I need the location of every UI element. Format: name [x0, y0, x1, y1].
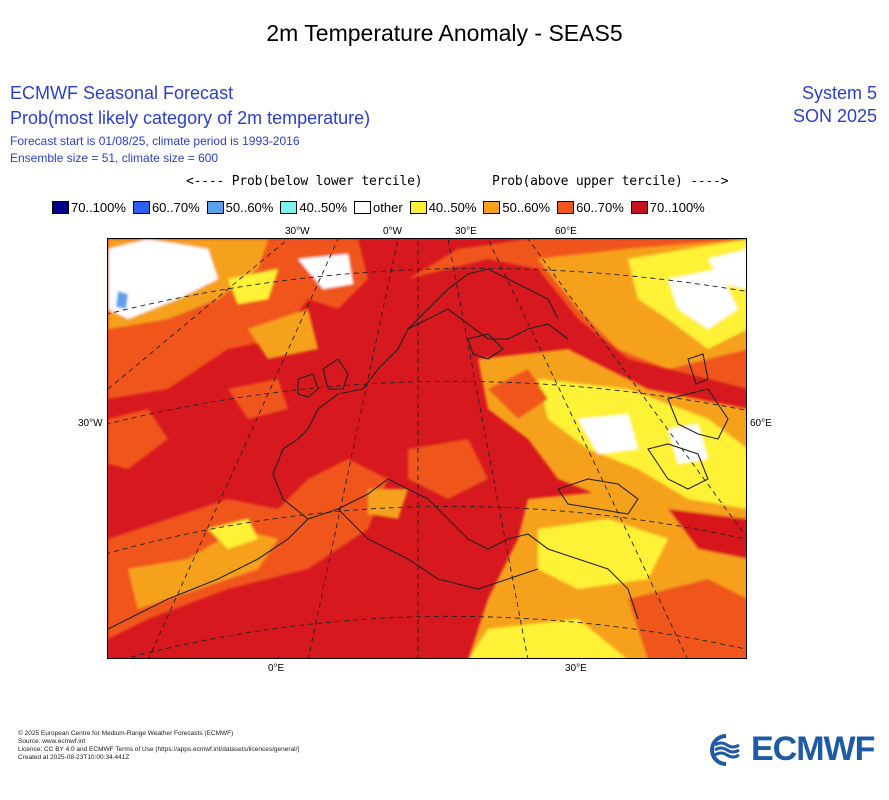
anomaly-field	[108, 239, 746, 658]
axis-label-bottom-0: 0°E	[268, 663, 285, 674]
coastlines	[108, 268, 729, 630]
footer-line: Created at 2025-08-23T10:00:34.441Z	[18, 754, 130, 761]
ecmwf-logo: ECMWF	[705, 730, 875, 769]
legend-item: 60..70%	[557, 200, 624, 215]
legend-item: 50..60%	[483, 200, 550, 215]
axis-label-right: 60°E	[750, 418, 772, 429]
legend: 70..100% 60..70% 50..60% 40..50% other 40..50…	[52, 200, 712, 215]
legend-item: other	[354, 200, 403, 215]
legend-label: 50..60%	[225, 200, 274, 215]
legend-swatch	[52, 201, 69, 214]
axis-label-top-2: 30°E	[455, 226, 477, 237]
legend-item: 60..70%	[132, 200, 200, 215]
axis-label-top-1: 0°W	[383, 226, 402, 237]
legend-swatch	[557, 201, 575, 214]
axis-label-bottom-1: 30°E	[565, 663, 587, 674]
forecast-start-info: Forecast start is 01/08/25, climate peri…	[10, 134, 300, 148]
legend-item: 40..50%	[280, 200, 347, 215]
legend-swatch	[630, 201, 648, 214]
legend-label: 60..70%	[576, 200, 624, 215]
legend-label: 70..100%	[71, 200, 126, 215]
graticule	[108, 239, 746, 658]
ensemble-info: Ensemble size = 51, climate size = 600	[10, 151, 219, 165]
legend-label: 50..60%	[502, 200, 551, 215]
season-label: SON 2025	[792, 106, 877, 126]
legend-label: 40..50%	[428, 200, 477, 215]
footer-line: © 2025 European Centre for Medium-Range …	[18, 730, 234, 737]
legend-label: 40..50%	[299, 200, 348, 215]
legend-swatch	[280, 201, 298, 214]
legend-label: other	[373, 200, 403, 215]
ecmwf-logo-text: ECMWF	[751, 730, 875, 768]
legend-swatch	[354, 201, 372, 214]
legend-label: 70..100%	[649, 200, 705, 215]
legend-swatch	[206, 201, 224, 214]
legend-item: 50..60%	[206, 200, 274, 215]
footer-line: Source: www.ecmwf.int	[18, 738, 86, 745]
legend-swatch	[409, 201, 427, 214]
axis-label-top-3: 60°E	[555, 226, 577, 237]
system-label: System 5	[801, 83, 877, 103]
ecmwf-logo-icon	[710, 733, 740, 766]
above-tercile-label: Prob(above upper tercile) ---->	[492, 174, 729, 189]
axis-label-top-0: 30°W	[285, 226, 310, 237]
forecast-title: ECMWF Seasonal Forecast	[10, 83, 234, 103]
footer-credits: © 2025 European Centre for Medium-Range …	[18, 730, 300, 762]
footer-line: Licence: CC BY 4.0 and ECMWF Terms of Us…	[18, 746, 300, 753]
legend-swatch	[483, 201, 501, 214]
probability-map	[107, 238, 747, 659]
forecast-subtitle: Prob(most likely category of 2m temperat…	[10, 108, 371, 128]
legend-label: 60..70%	[151, 200, 200, 215]
legend-item: 70..100%	[52, 200, 126, 215]
legend-item: 70..100%	[630, 200, 705, 215]
legend-swatch	[132, 201, 150, 214]
axis-label-left: 30°W	[78, 418, 103, 429]
below-tercile-label: <---- Prob(below lower tercile)	[186, 174, 423, 189]
legend-item: 40..50%	[409, 200, 477, 215]
map-canvas	[108, 239, 746, 658]
page-title: 2m Temperature Anomaly - SEAS5	[266, 20, 623, 46]
